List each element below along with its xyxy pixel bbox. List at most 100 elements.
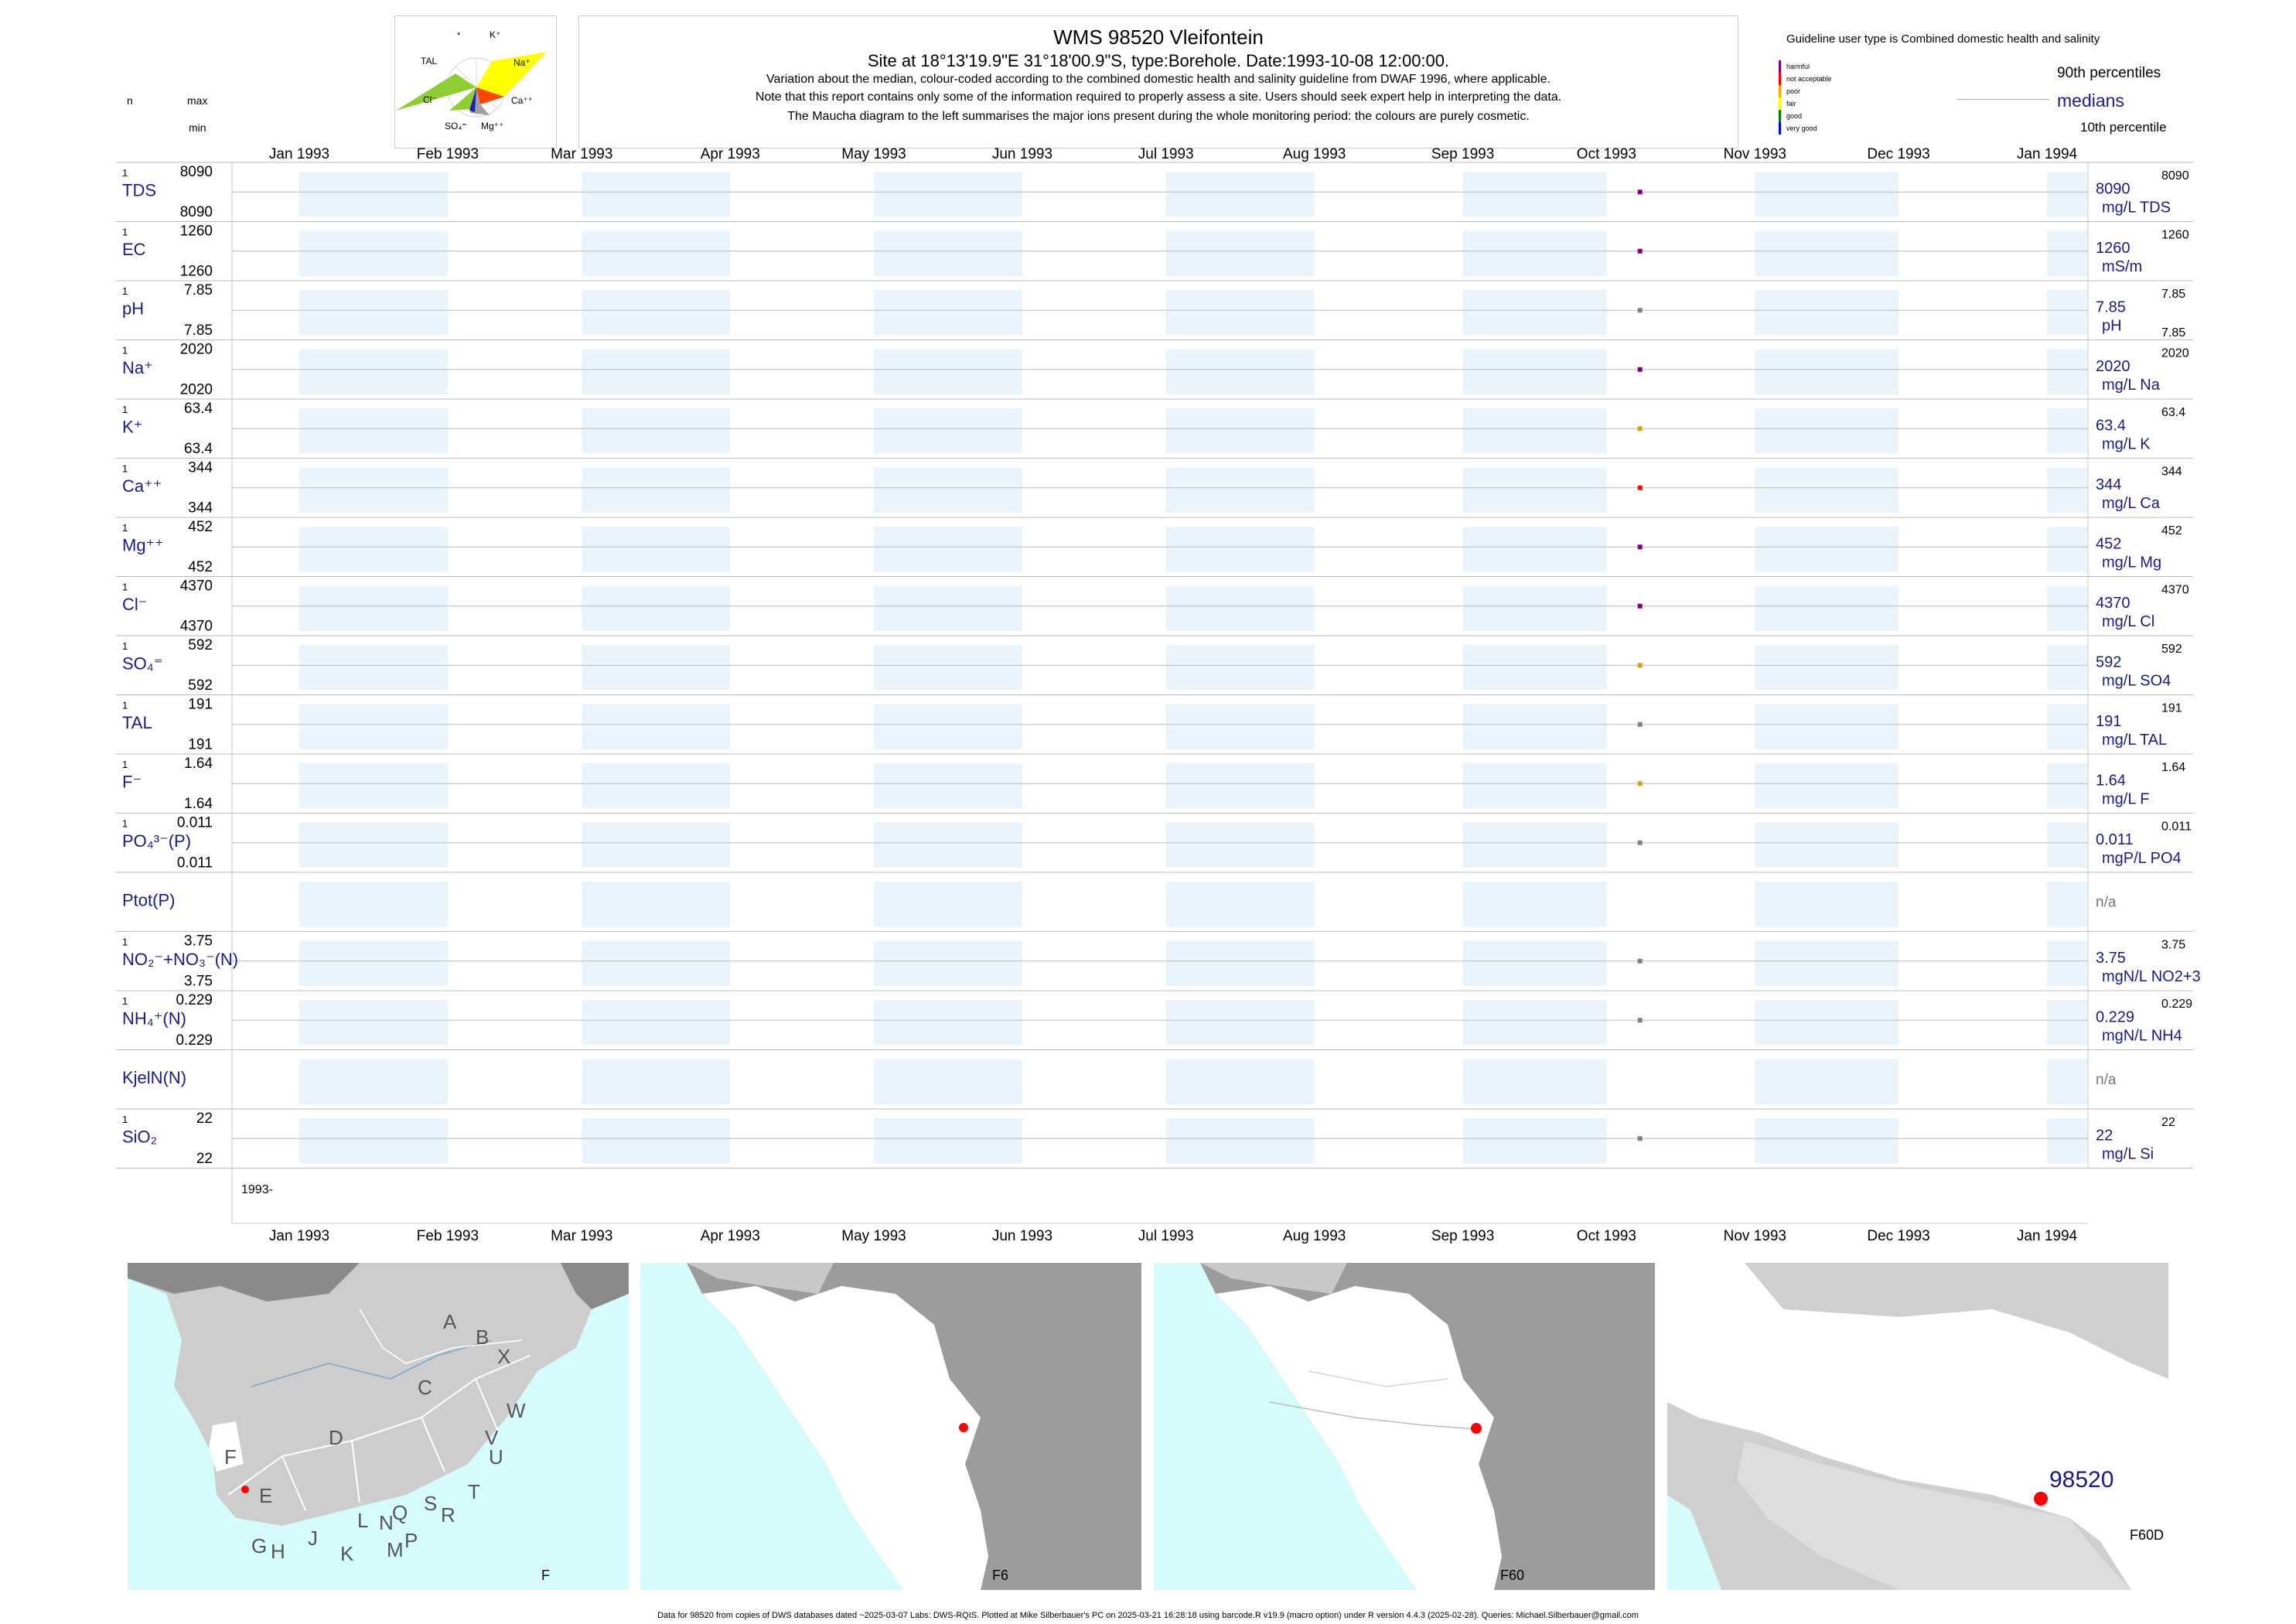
row-label: PO₄³⁻(P) [122, 831, 191, 851]
map-region-label: B [476, 1325, 489, 1349]
map-4-site-marker [2034, 1492, 2048, 1506]
row-value: 1260 [2096, 240, 2131, 257]
sample-marker [1637, 603, 1643, 609]
row-min: 0.229 [176, 1032, 213, 1049]
row-value-na: n/a [2096, 894, 2117, 910]
map-region-label: G [251, 1534, 267, 1557]
month-band [582, 704, 731, 749]
sample-marker [1637, 781, 1643, 786]
map-region-label: W [507, 1399, 526, 1422]
row-n: 1 [122, 463, 128, 475]
month-band [1165, 1059, 1315, 1104]
map-1-label: F [541, 1568, 550, 1583]
map-region-label: V [485, 1426, 499, 1449]
month-band [2047, 1059, 2088, 1104]
row-max: 344 [188, 460, 213, 476]
row-max: 7.85 [184, 282, 213, 299]
row-min: 0.011 [177, 855, 213, 872]
row-p90: 191 [2161, 702, 2182, 715]
month-band [874, 940, 1022, 986]
month-band [1462, 822, 1607, 868]
row-unit: mg/L TDS [2102, 199, 2171, 216]
month-band [1462, 467, 1607, 513]
row-label: NO₂⁻+NO₃⁻(N) [122, 950, 238, 969]
row-p90: 8090 [2161, 169, 2189, 183]
map-2-label: F6 [992, 1568, 1008, 1583]
map-2-site-marker [959, 1423, 968, 1432]
x-tick-top-label: Mar 1993 [551, 146, 612, 162]
month-band [2047, 527, 2088, 572]
x-tick-bottom-label: May 1993 [841, 1228, 906, 1244]
row-label: Na⁺ [122, 358, 153, 377]
map-4-site-label: 98520 [2049, 1467, 2113, 1493]
month-band [2047, 585, 2088, 631]
map-4-f60d: 98520 F60D [1667, 1263, 2168, 1590]
maucha-label-na: Na⁺ [513, 57, 531, 68]
month-band [299, 704, 448, 749]
month-band [1165, 704, 1315, 749]
row-min: 63.4 [184, 441, 213, 457]
row-max: 592 [188, 637, 213, 653]
maucha-ca-wedge [476, 87, 504, 104]
report-header: WMS 98520 Vleifontein Site at 18°13'19.9… [578, 15, 1738, 148]
report-title: WMS 98520 Vleifontein [1053, 26, 1264, 49]
month-band [1462, 763, 1607, 809]
x-tick-top-label: Nov 1993 [1724, 146, 1786, 162]
maucha-label-mg: Mg⁺⁺ [481, 121, 503, 131]
maucha-diagram: * K⁺ TAL Na⁺ Cl⁻ Ca⁺⁺ SO₄⁼ Mg⁺⁺ [394, 15, 557, 148]
month-band [299, 822, 448, 868]
row-p90: 2020 [2161, 347, 2189, 360]
row-unit: mg/L Na [2102, 377, 2161, 394]
row-max: 2020 [180, 342, 213, 358]
row-value: 0.011 [2096, 831, 2134, 848]
month-band [1165, 940, 1315, 986]
legend-class-label: not acceptable [1786, 75, 1832, 83]
row-max: 0.011 [177, 815, 213, 831]
report-subtitle: Site at 18°13'19.9"E 31°18'00.9"S, type:… [867, 51, 1450, 70]
map-region-label: D [329, 1426, 343, 1449]
month-band [299, 882, 448, 927]
x-tick-bottom-label: Feb 1993 [417, 1228, 479, 1244]
month-band [1755, 527, 1899, 572]
month-band [1755, 408, 1899, 454]
x-tick-bottom-label: Oct 1993 [1577, 1228, 1636, 1244]
month-band [1165, 290, 1315, 336]
month-band [299, 467, 448, 513]
legend-swatch [1779, 122, 1781, 135]
month-band [299, 763, 448, 809]
row-value: 0.229 [2096, 1008, 2134, 1025]
row-value: 592 [2096, 653, 2121, 670]
row-n: 1 [122, 285, 128, 297]
x-tick-top-label: Jan 1993 [269, 146, 329, 162]
month-band [582, 527, 731, 572]
maucha-label-tal: TAL [421, 56, 437, 67]
row-n: 1 [122, 759, 128, 770]
sample-marker [1637, 840, 1643, 845]
month-band [2047, 172, 2088, 217]
row-min: 452 [188, 559, 213, 575]
n-header: n [127, 94, 133, 107]
month-band [1755, 467, 1899, 513]
month-band [2047, 704, 2088, 749]
row-p90: 0.011 [2161, 821, 2192, 834]
month-band [2047, 408, 2088, 454]
row-max: 3.75 [184, 933, 213, 950]
x-tick-top-label: Feb 1993 [417, 146, 479, 162]
row-p90: 4370 [2161, 584, 2189, 597]
map-region-label: K [340, 1542, 354, 1565]
row-p10: 7.85 [2161, 326, 2185, 339]
month-band [874, 230, 1022, 276]
x-tick-bottom-label: Jan 1993 [269, 1228, 329, 1244]
x-tick-top-label: Oct 1993 [1577, 146, 1636, 162]
report-footer: Data for 98520 from copies of DWS databa… [657, 1611, 1639, 1620]
row-label: EC [122, 240, 146, 259]
legend-swatch [1779, 73, 1781, 85]
month-band [582, 230, 731, 276]
month-band [299, 349, 448, 394]
month-band [1462, 408, 1607, 454]
map-region-label: C [418, 1376, 432, 1399]
row-max: 0.229 [176, 992, 213, 1008]
month-band [1165, 645, 1315, 691]
month-band [874, 645, 1022, 691]
month-band [299, 585, 448, 631]
